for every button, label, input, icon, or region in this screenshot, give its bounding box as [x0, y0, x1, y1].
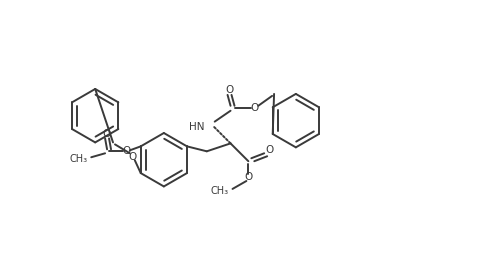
Text: O: O — [225, 85, 234, 95]
Text: O: O — [244, 172, 252, 182]
Text: O: O — [129, 152, 137, 162]
Text: CH₃: CH₃ — [211, 186, 229, 196]
Text: O: O — [123, 146, 131, 156]
Text: HN: HN — [190, 121, 205, 132]
Text: O: O — [265, 145, 273, 155]
Text: O: O — [102, 129, 110, 139]
Text: CH₃: CH₃ — [69, 154, 87, 164]
Text: O: O — [250, 103, 258, 113]
